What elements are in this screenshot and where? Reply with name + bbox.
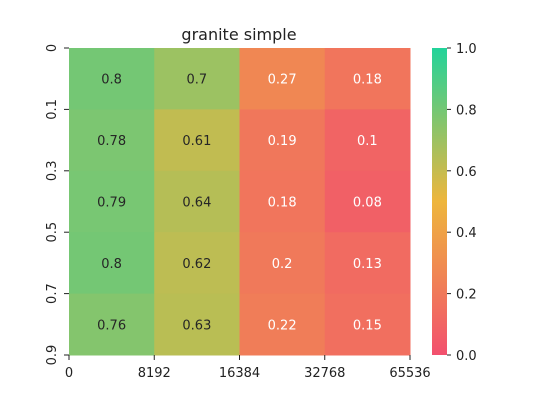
y-tick-label: 0.1	[45, 99, 60, 120]
heatmap-cell	[69, 293, 155, 356]
heatmap-cell	[324, 293, 411, 356]
y-tick-label: 0.7	[45, 283, 60, 304]
colorbar-tick-label: 0.2	[456, 288, 477, 303]
heatmap-cell	[239, 293, 326, 356]
cell-value-label: 0.19	[268, 134, 297, 149]
heatmap-cells: 0.8 0.7 0.27 0.18 0.78 0.61 0.19 0.1 0.79 0.64 0.1…	[69, 48, 411, 356]
cell-value-label: 0.76	[97, 318, 126, 333]
x-tick-label: 8192	[138, 366, 171, 381]
chart-title: granite simple	[181, 25, 296, 44]
heatmap-cell	[69, 109, 155, 172]
heatmap-cell	[154, 109, 240, 172]
heatmap-cell	[239, 232, 326, 295]
heatmap-cell	[69, 232, 155, 295]
y-tick-label: 0.3	[45, 160, 60, 181]
colorbar-gradient	[432, 48, 447, 355]
colorbar: 0.0 0.2 0.4 0.6 0.8 1.0	[432, 42, 477, 364]
x-tick-label: 32768	[304, 366, 345, 381]
y-tick-label: 0	[45, 44, 60, 52]
colorbar-tick-label: 0.4	[456, 226, 477, 241]
heatmap-cell	[154, 293, 240, 356]
x-tick-label: 65536	[389, 366, 430, 381]
cell-value-label: 0.08	[353, 196, 382, 211]
cell-value-label: 0.1	[357, 134, 378, 149]
cell-value-label: 0.8	[101, 257, 122, 272]
y-tick-label: 0.5	[45, 222, 60, 243]
cell-value-label: 0.62	[182, 257, 211, 272]
heatmap-cell	[324, 109, 411, 172]
cell-value-label: 0.78	[97, 134, 126, 149]
heatmap-cell	[239, 109, 326, 172]
x-axis: 0 8192 16384 32768 65536	[65, 355, 431, 381]
colorbar-tick-label: 1.0	[456, 42, 477, 57]
cell-value-label: 0.2	[272, 257, 293, 272]
y-tick-label: 0.9	[45, 345, 60, 366]
cell-value-label: 0.22	[268, 318, 297, 333]
cell-value-label: 0.79	[97, 196, 126, 211]
heatmap-cell	[324, 48, 411, 110]
heatmap-cell	[69, 170, 155, 233]
cell-value-label: 0.27	[268, 73, 297, 88]
x-tick-label: 0	[65, 366, 73, 381]
heatmap-cell	[239, 170, 326, 233]
cell-value-label: 0.18	[353, 73, 382, 88]
heatmap-cell	[154, 48, 240, 110]
cell-value-label: 0.8	[101, 73, 122, 88]
cell-value-label: 0.7	[187, 73, 208, 88]
cell-value-label: 0.61	[182, 134, 211, 149]
y-axis: 0 0.1 0.3 0.5 0.7 0.9	[45, 44, 69, 365]
cell-value-label: 0.13	[353, 257, 382, 272]
heatmap-cell	[69, 48, 155, 110]
heatmap-cell	[154, 232, 240, 295]
cell-value-label: 0.18	[268, 196, 297, 211]
cell-value-label: 0.64	[182, 196, 211, 211]
heatmap-cell	[154, 170, 240, 233]
colorbar-tick-label: 0.8	[456, 103, 477, 118]
cell-value-label: 0.15	[353, 318, 382, 333]
x-tick-label: 16384	[219, 366, 260, 381]
cell-value-label: 0.63	[182, 318, 211, 333]
heatmap-cell	[324, 170, 411, 233]
colorbar-tick-label: 0.6	[456, 165, 477, 180]
heatmap-cell	[324, 232, 411, 295]
heatmap-cell	[239, 48, 326, 110]
colorbar-tick-label: 0.0	[456, 349, 477, 364]
